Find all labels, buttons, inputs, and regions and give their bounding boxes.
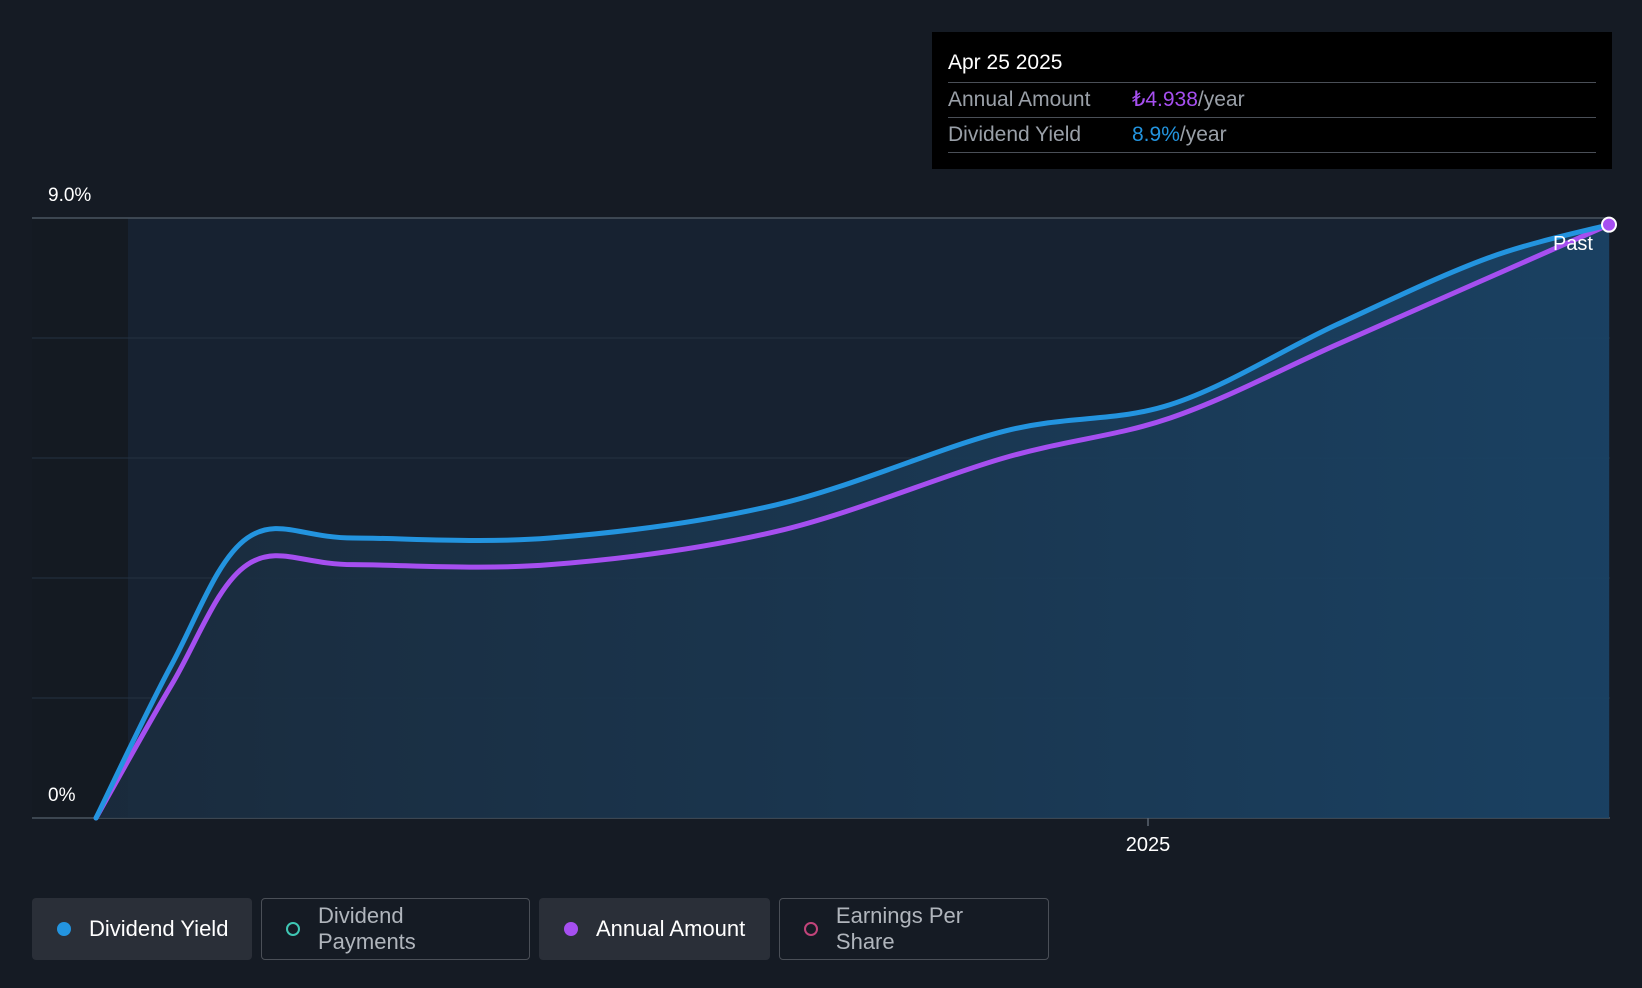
chart-legend: Dividend Yield Dividend Payments Annual … — [32, 898, 1058, 960]
legend-annual-amount[interactable]: Annual Amount — [539, 898, 770, 960]
legend-ring-icon — [804, 922, 818, 936]
legend-ring-icon — [286, 922, 300, 936]
chart-tooltip: Apr 25 2025 Annual Amount ₺4.938 /year D… — [932, 32, 1612, 169]
legend-label: Earnings Per Share — [835, 903, 964, 954]
chart-left-band — [32, 218, 128, 818]
tooltip-date: Apr 25 2025 — [948, 48, 1596, 83]
legend-dot-icon — [564, 922, 578, 936]
dividend-chart: 9.0% 0% 2025 Past Apr 25 2025 Annual Amo… — [32, 32, 1617, 856]
legend-label: Annual Amount — [596, 916, 746, 941]
tooltip-dividend-yield-value: 8.9% — [1132, 123, 1180, 146]
series-line-annual-amount — [93, 222, 1612, 821]
y-tick-label-top: 9.0% — [48, 185, 91, 206]
tooltip-row-annual-amount: Annual Amount ₺4.938 /year — [948, 83, 1596, 118]
x-tick-label-2025: 2025 — [1126, 834, 1171, 856]
chart-svg: 9.0% 0% 2025 Past — [32, 185, 1617, 856]
tooltip-row-dividend-yield: Dividend Yield 8.9% /year — [948, 118, 1596, 153]
legend-dividend-payments[interactable]: Dividend Payments — [261, 898, 530, 960]
legend-earnings-per-share[interactable]: Earnings Per Share — [779, 898, 1049, 960]
legend-label: Dividend Yield — [89, 916, 229, 941]
tooltip-annual-amount-unit: /year — [1197, 88, 1245, 111]
legend-dividend-yield[interactable]: Dividend Yield — [32, 898, 252, 960]
past-label: Past — [1553, 233, 1593, 255]
series-end-marker[interactable] — [1601, 216, 1617, 233]
dividend-yield-area — [96, 224, 1609, 818]
legend-label: Dividend Payments — [317, 903, 416, 954]
series-line-dividend-yield — [93, 222, 1612, 821]
tooltip-annual-amount-label: Annual Amount — [948, 88, 1091, 111]
legend-dot-icon — [57, 922, 71, 936]
tooltip-dividend-yield-unit: /year — [1179, 123, 1227, 146]
y-tick-label-bottom: 0% — [48, 785, 76, 806]
tooltip-annual-amount-value: ₺4.938 — [1132, 88, 1198, 111]
tooltip-dividend-yield-label: Dividend Yield — [948, 123, 1082, 146]
